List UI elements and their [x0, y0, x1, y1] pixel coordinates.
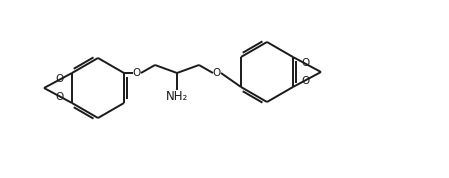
Text: O: O	[302, 58, 310, 68]
Text: O: O	[133, 68, 141, 78]
Text: O: O	[302, 76, 310, 86]
Text: O: O	[213, 68, 221, 78]
Text: NH₂: NH₂	[166, 90, 188, 103]
Text: O: O	[55, 74, 63, 84]
Text: O: O	[55, 92, 63, 102]
